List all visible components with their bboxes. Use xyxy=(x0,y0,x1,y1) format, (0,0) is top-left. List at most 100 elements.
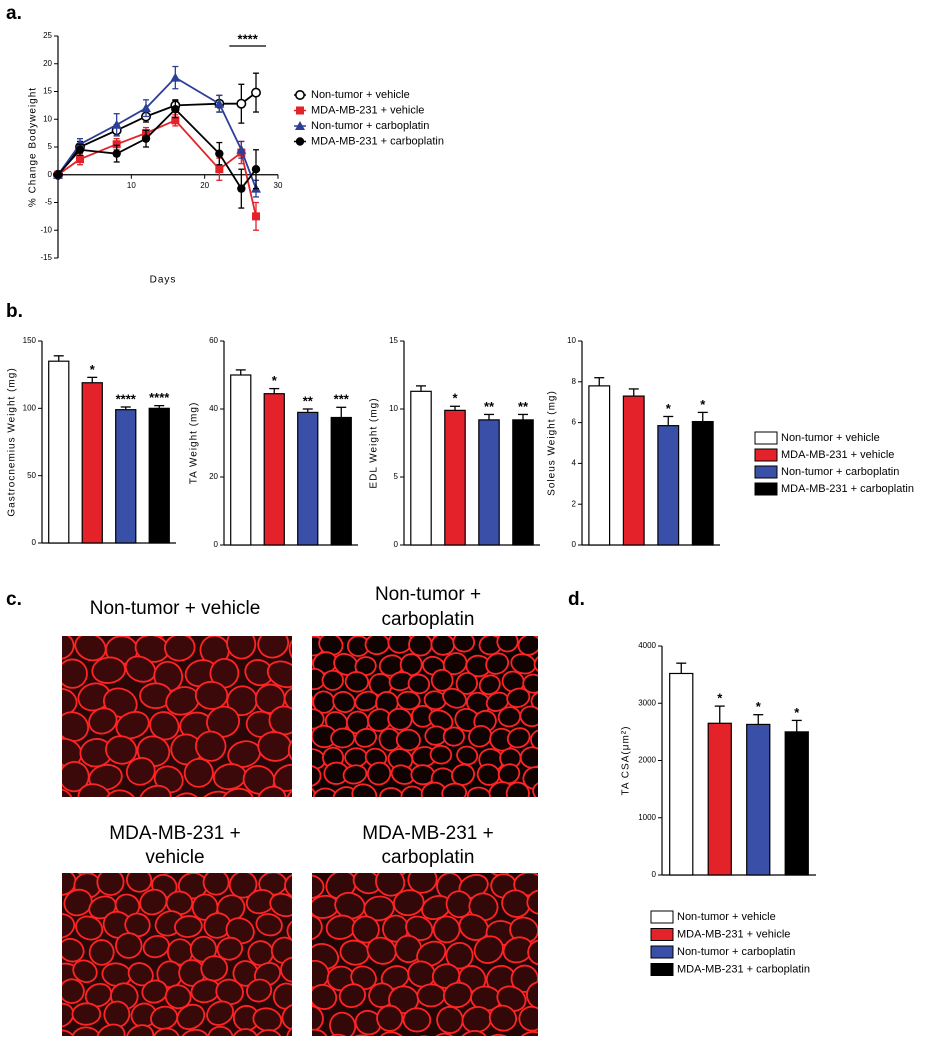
y-tick-label: 0 xyxy=(32,538,37,547)
muscle-fiber xyxy=(10,730,46,762)
data-point xyxy=(76,155,84,164)
muscle-fiber xyxy=(441,782,468,797)
muscle-fiber xyxy=(478,636,503,638)
muscle-fiber xyxy=(312,874,325,900)
y-tick-label: 0 xyxy=(652,870,657,879)
data-point xyxy=(237,184,246,193)
muscle-fiber xyxy=(46,604,79,634)
muscle-fiber xyxy=(207,1025,234,1036)
muscle-fiber xyxy=(312,764,322,788)
muscle-fiber xyxy=(174,915,203,938)
muscle-fiber xyxy=(105,735,138,765)
muscle-fiber xyxy=(543,667,569,692)
muscle-fiber xyxy=(62,978,85,1004)
y-tick-label: 10 xyxy=(389,404,398,413)
y-tick-label: 10 xyxy=(43,114,52,123)
muscle-fiber xyxy=(102,846,131,869)
bar xyxy=(784,731,809,876)
y-tick-label: 8 xyxy=(572,377,577,386)
y-tick-label: 4000 xyxy=(638,641,656,650)
muscle-fiber xyxy=(410,764,436,786)
muscle-fiber xyxy=(432,915,461,944)
legend-label: MDA-MB-231 + vehicle xyxy=(311,104,424,116)
muscle-fiber xyxy=(312,787,338,797)
significance: **** xyxy=(116,391,137,406)
muscle-fiber xyxy=(115,932,143,959)
y-tick-label: 3000 xyxy=(638,698,656,707)
muscle-fiber xyxy=(198,790,234,797)
muscle-fiber xyxy=(142,935,170,959)
muscle-fiber xyxy=(506,727,531,749)
legend-swatch xyxy=(754,448,778,462)
x-tick-label: 30 xyxy=(274,181,283,190)
y-tick-label: -10 xyxy=(40,225,52,234)
muscle-fiber xyxy=(194,680,229,710)
muscle-fiber xyxy=(532,781,538,797)
muscle-fiber xyxy=(206,705,241,738)
series-line xyxy=(57,107,257,191)
muscle-fiber xyxy=(416,983,446,1008)
muscle-fiber xyxy=(62,873,80,875)
significance: ** xyxy=(518,399,529,414)
muscle-fiber xyxy=(312,1005,324,1033)
muscle-fiber xyxy=(62,1029,77,1036)
muscle-fiber xyxy=(15,630,47,660)
muscle-fiber xyxy=(20,1026,55,1047)
bar xyxy=(622,395,645,546)
bar xyxy=(691,420,714,546)
muscle-fiber xyxy=(283,686,292,714)
legend-marker xyxy=(296,106,304,115)
legend-marker xyxy=(295,137,305,146)
y-tick-label: -5 xyxy=(45,198,53,207)
muscle-fiber xyxy=(530,691,538,713)
muscle-fiber xyxy=(436,1005,464,1034)
data-point xyxy=(75,145,85,154)
muscle-fiber xyxy=(62,687,78,716)
muscle-fiber xyxy=(183,758,214,788)
significance: * xyxy=(717,691,723,706)
data-point xyxy=(236,144,247,154)
muscle-fiber xyxy=(84,982,113,1008)
muscle-fiber xyxy=(62,658,88,689)
significance: * xyxy=(700,397,706,412)
muscle-fiber xyxy=(329,1011,357,1036)
muscle-fiber xyxy=(505,781,530,797)
legend-label: MDA-MB-231 + carboplatin xyxy=(781,483,914,495)
muscle-fiber xyxy=(71,1002,102,1026)
muscle-fiber xyxy=(379,787,405,797)
micrograph xyxy=(20,846,292,1047)
muscle-fiber xyxy=(400,785,425,797)
significance: **** xyxy=(149,390,170,405)
muscle-fiber xyxy=(495,636,522,639)
legend-label: Non-tumor + carboplatin xyxy=(311,120,429,132)
data-point xyxy=(214,98,225,108)
muscle-fiber xyxy=(516,802,543,828)
bar xyxy=(512,419,534,546)
data-point xyxy=(215,149,224,158)
muscle-fiber xyxy=(138,784,172,797)
data-point xyxy=(141,103,151,113)
legend-swatch xyxy=(650,928,674,941)
y-tick-label: 0 xyxy=(214,540,219,549)
muscle-fiber xyxy=(536,848,565,872)
significance: * xyxy=(794,705,800,720)
muscle-fiber xyxy=(104,789,139,797)
data-point xyxy=(252,212,260,221)
muscle-fiber xyxy=(164,636,196,662)
panel-label: c. xyxy=(6,589,22,610)
micrograph xyxy=(10,604,292,797)
muscle-fiber xyxy=(526,889,538,916)
y-tick-label: 2 xyxy=(572,499,577,508)
y-tick-label: 5 xyxy=(48,142,53,151)
muscle-fiber xyxy=(115,711,150,740)
muscle-fiber xyxy=(62,636,75,660)
muscle-fiber xyxy=(516,1030,538,1036)
muscle-fiber xyxy=(312,708,325,730)
legend-label: MDA-MB-231 + carboplatin xyxy=(311,135,444,147)
x-tick-label: 10 xyxy=(127,181,136,190)
muscle-fiber xyxy=(270,841,302,871)
muscle-fiber xyxy=(281,1003,292,1031)
y-axis-title: TA Weight (mg) xyxy=(189,402,200,485)
bar xyxy=(297,411,319,546)
